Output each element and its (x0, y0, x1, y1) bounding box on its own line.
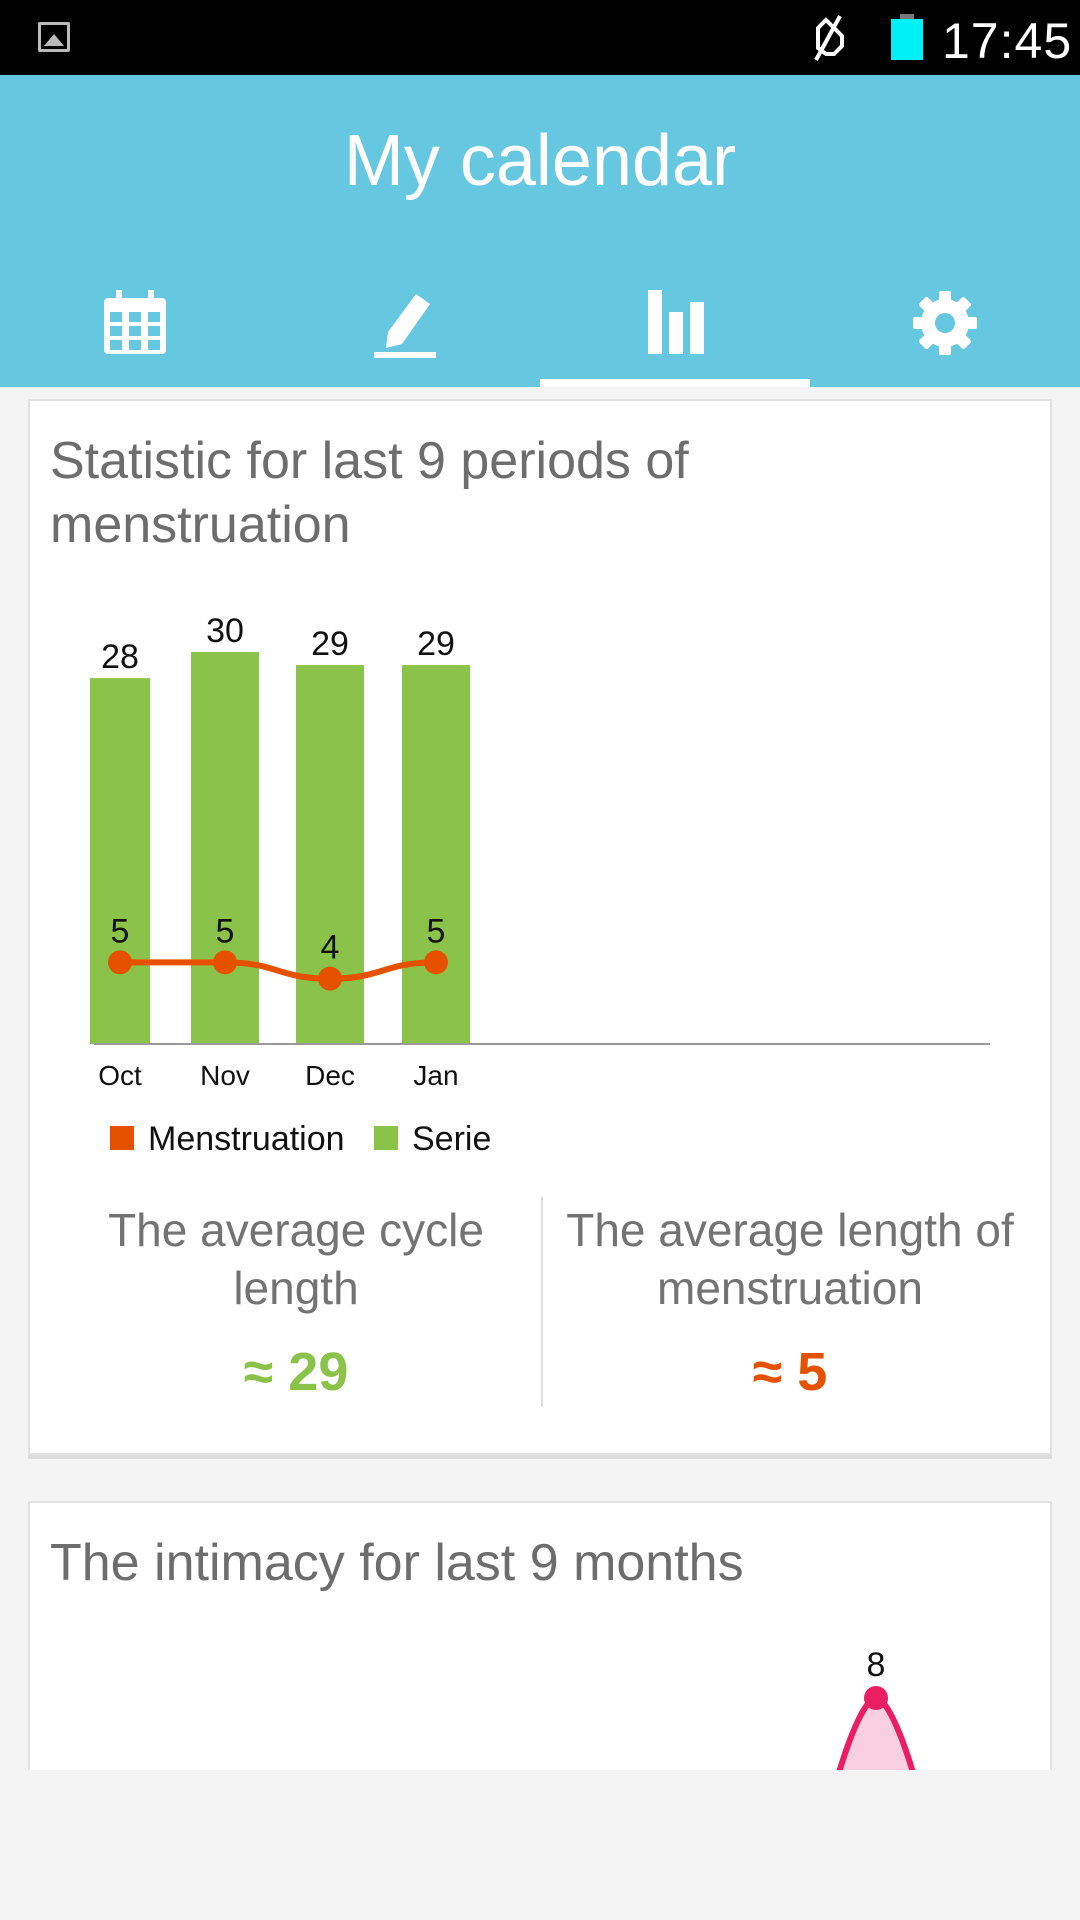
intimacy-area (836, 1698, 916, 1781)
bottom-blank-area (0, 1770, 1080, 1920)
bar-jan (402, 665, 470, 1044)
tab-calendar[interactable] (0, 260, 270, 387)
menstruation-point (213, 950, 237, 975)
bar-chart-icon (648, 290, 704, 354)
app-bar: My calendar (0, 75, 1080, 387)
active-tab-indicator (540, 379, 810, 387)
legend-label-serie: Serie (412, 1120, 491, 1158)
tab-edit[interactable] (270, 260, 540, 387)
app-title: My calendar (343, 121, 737, 201)
menstruation-value-label: 5 (216, 912, 235, 950)
calendar-icon (104, 290, 166, 354)
menstruation-line (119, 959, 437, 982)
menstruation-point (108, 950, 132, 975)
statistics-title: Statistic for last 9 periods of menstrua… (50, 432, 689, 554)
avg-cycle-label: The average cycle length (108, 1204, 484, 1314)
intimacy-point (864, 1686, 888, 1710)
legend-label-menstruation: Menstruation (148, 1120, 345, 1158)
intimacy-title: The intimacy for last 9 months (50, 1534, 744, 1592)
avg-menstruation-label: The average length of menstruation (566, 1204, 1014, 1314)
avg-menstruation-value: ≈ 5 (752, 1342, 828, 1402)
image-notification-icon (38, 22, 70, 52)
legend-swatch-menstruation (110, 1126, 134, 1150)
menstruation-point (424, 950, 448, 975)
bar-value-label: 30 (206, 612, 244, 650)
avg-cycle-value: ≈ 29 (243, 1342, 349, 1402)
x-tick-label: Oct (98, 1060, 142, 1091)
pen-icon (374, 294, 436, 358)
tab-statistics[interactable] (540, 260, 810, 387)
legend-swatch-serie (374, 1126, 398, 1150)
menstruation-value-label: 4 (321, 929, 340, 967)
bar-oct (90, 678, 150, 1044)
intimacy-value-label: 8 (867, 1646, 886, 1684)
x-tick-label: Nov (200, 1060, 250, 1091)
tab-settings[interactable] (810, 260, 1080, 387)
mute-icon (814, 15, 844, 61)
stat-divider (541, 1197, 543, 1407)
bar-value-label: 29 (417, 625, 455, 663)
cycle-chart: 28 Oct 30 Nov 29 Dec 29 Jan 5 5 4 5 Menstruation Seri… (90, 612, 990, 1158)
avg-cycle-stat: The average cycle length ≈ 29 (48, 1201, 544, 1403)
x-tick-label: Dec (305, 1060, 355, 1091)
bar-nov (191, 652, 259, 1044)
clock: 17:45 (942, 13, 1073, 69)
intimacy-card: The intimacy for last 9 months 8 (28, 1501, 1052, 1781)
avg-menstruation-stat: The average length of menstruation ≈ 5 (542, 1201, 1038, 1403)
x-tick-label: Jan (413, 1060, 458, 1091)
bar-value-label: 28 (101, 638, 139, 676)
battery-icon (891, 14, 923, 60)
menstruation-value-label: 5 (111, 912, 130, 950)
gear-icon (913, 291, 977, 355)
menstruation-point (318, 966, 342, 991)
status-bar: 17:45 (0, 0, 1080, 75)
bar-value-label: 29 (311, 625, 349, 663)
statistics-card: Statistic for last 9 periods of menstrua… (28, 399, 1052, 1455)
menstruation-value-label: 5 (427, 912, 446, 950)
intimacy-chart: 8 (833, 1646, 919, 1781)
